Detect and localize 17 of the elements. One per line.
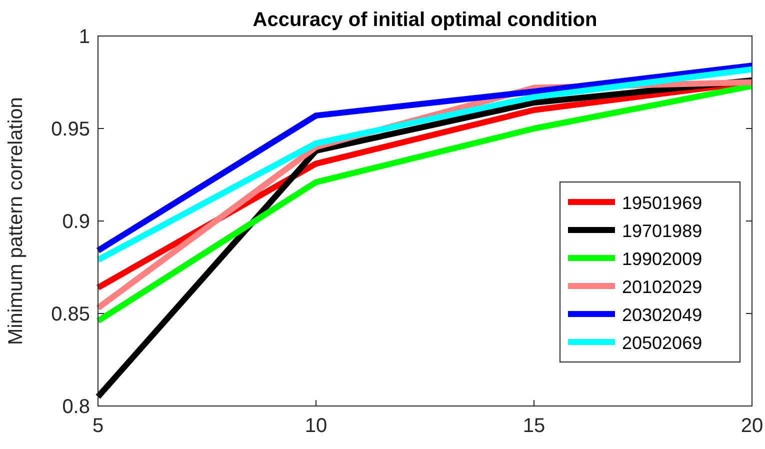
legend-label: 19501969 bbox=[622, 193, 702, 213]
legend-label: 20302049 bbox=[622, 305, 702, 325]
x-tick-label: 20 bbox=[740, 415, 764, 437]
legend-label: 20502069 bbox=[622, 333, 702, 353]
x-tick-label: 10 bbox=[304, 415, 328, 437]
y-axis-title: Minimum pattern correlation bbox=[5, 97, 27, 345]
x-tick-label: 15 bbox=[522, 415, 546, 437]
y-tick-label: 0.8 bbox=[62, 396, 90, 418]
y-tick-label: 0.9 bbox=[62, 211, 90, 233]
chart-title: Accuracy of initial optimal condition bbox=[252, 9, 598, 31]
y-tick-label: 0.85 bbox=[51, 304, 90, 326]
legend-label: 19902009 bbox=[622, 249, 702, 269]
legend-label: 20102029 bbox=[622, 277, 702, 297]
x-tick-label: 5 bbox=[92, 415, 104, 437]
y-tick-label: 1 bbox=[78, 26, 90, 48]
y-tick-label: 0.95 bbox=[51, 118, 90, 140]
legend-label: 19701989 bbox=[622, 221, 702, 241]
